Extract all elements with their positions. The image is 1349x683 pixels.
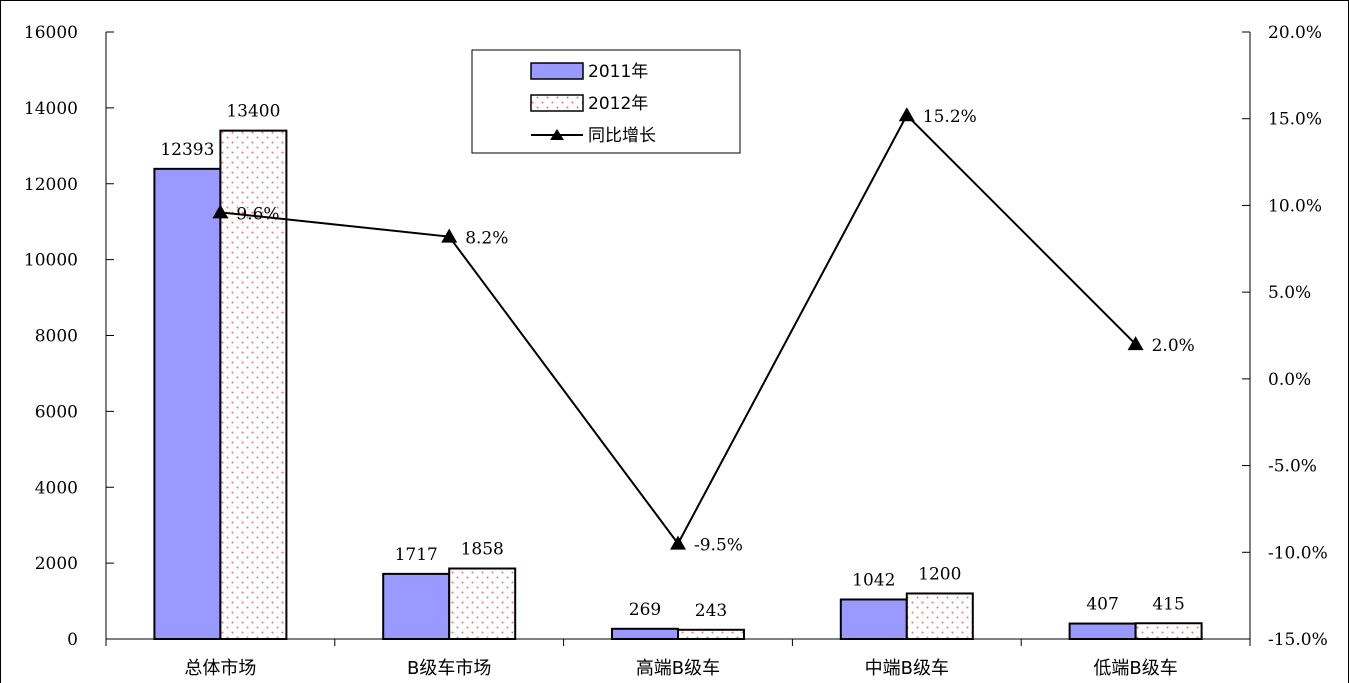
left-tick-label: 8000 <box>35 327 78 347</box>
category-label: 中端B级车 <box>865 658 949 679</box>
bar-series: 12393 1717 269 1042 407 13400 1858 243 1200 415 <box>153 102 1203 641</box>
left-tick-label: 0 <box>67 630 78 650</box>
bar-value-label: 269 <box>629 600 661 620</box>
bar-2012年 <box>905 592 974 640</box>
bar-2012年 <box>448 567 517 641</box>
left-tick-label: 12000 <box>24 175 78 195</box>
category-label: 高端B级车 <box>636 658 720 679</box>
bar-value-label: 243 <box>695 601 727 621</box>
bar-value-label: 415 <box>1152 594 1184 614</box>
growth-value-label: 9.6% <box>236 204 279 224</box>
bar-value-label: 1042 <box>852 570 895 590</box>
legend: 2011年 2012年 同比增长 <box>471 49 741 154</box>
x-axis: 总体市场 B级车市场 高端B级车 中端B级车 低端B级车 <box>105 638 1251 679</box>
left-tick-label: 4000 <box>35 478 78 498</box>
bar-2012年 <box>677 628 745 641</box>
growth-line <box>220 113 1137 546</box>
bar-value-label: 1858 <box>461 540 504 560</box>
growth-line-series: 9.6% 8.2% -9.5% 15.2% 2.0% <box>212 107 1195 556</box>
right-y-axis: -15.0% -10.0% -5.0% 0.0% 5.0% 10.0% 15.0% 20.0% <box>1242 23 1328 650</box>
right-tick-label: 10.0% <box>1268 196 1322 216</box>
category-label: B级车市场 <box>407 658 491 679</box>
bar-2011年 <box>839 598 908 640</box>
right-tick-label: 5.0% <box>1268 283 1311 303</box>
bar-2011年 <box>153 167 222 640</box>
right-tick-label: 15.0% <box>1268 110 1322 130</box>
growth-marker <box>212 204 229 219</box>
growth-marker <box>1127 336 1144 351</box>
bar-value-label: 407 <box>1086 595 1118 615</box>
legend-label-2012: 2012年 <box>588 94 648 114</box>
bar-value-label: 13400 <box>226 102 280 122</box>
bar-value-label: 1717 <box>395 545 438 565</box>
left-tick-label: 6000 <box>35 402 78 422</box>
legend-swatch-growth-marker <box>550 129 564 140</box>
growth-value-label: 15.2% <box>923 107 977 127</box>
bar-value-label: 12393 <box>160 140 214 160</box>
legend-swatch-2011 <box>530 62 584 80</box>
growth-value-label: -9.5% <box>694 536 743 556</box>
right-tick-label: -5.0% <box>1268 457 1317 477</box>
left-tick-label: 2000 <box>35 554 78 574</box>
right-tick-label: 0.0% <box>1268 370 1311 390</box>
category-label: 低端B级车 <box>1093 658 1177 679</box>
right-tick-label: -15.0% <box>1268 630 1328 650</box>
bar-2011年 <box>611 627 679 640</box>
growth-value-label: 2.0% <box>1152 336 1195 356</box>
legend-label-growth: 同比增长 <box>588 126 656 146</box>
bar-value-label: 1200 <box>918 564 961 584</box>
left-tick-label: 14000 <box>24 99 78 119</box>
legend-box <box>471 49 741 154</box>
growth-marker <box>670 535 686 550</box>
growth-marker <box>441 228 458 243</box>
left-y-axis: 0 2000 4000 6000 8000 10000 12000 14000 16000 <box>24 23 114 650</box>
growth-marker <box>898 107 915 122</box>
category-label: 总体市场 <box>184 658 256 679</box>
bar-2011年 <box>382 572 451 641</box>
legend-label-2011: 2011年 <box>588 62 648 82</box>
bar-2012年 <box>1134 622 1203 640</box>
right-tick-label: -10.0% <box>1268 543 1328 563</box>
growth-value-label: 8.2% <box>465 229 508 249</box>
legend-swatch-2012 <box>530 94 584 112</box>
right-tick-label: 20.0% <box>1268 23 1322 43</box>
left-tick-label: 10000 <box>24 251 78 271</box>
left-tick-label: 16000 <box>24 23 78 43</box>
bar-2011年 <box>1068 622 1137 641</box>
